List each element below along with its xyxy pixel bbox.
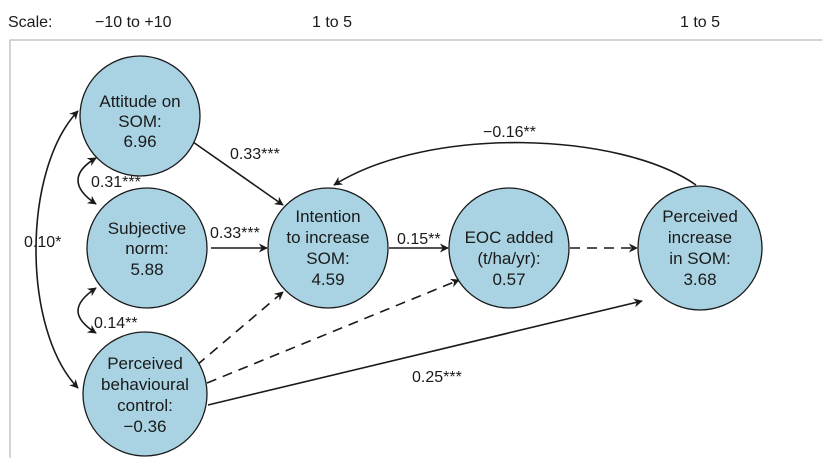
- scale-intention-range: 1 to 5: [312, 14, 352, 31]
- edge-attitude-intention: [192, 141, 284, 206]
- node-attitude-line1: Attitude on: [99, 92, 180, 111]
- edge-attitude-pbc: [35, 110, 79, 389]
- label-intention-eoc: 0.15**: [397, 231, 441, 248]
- node-attitude: Attitude on SOM: 6.96: [79, 55, 201, 177]
- node-pbc: Perceived behavioural control: −0.36: [82, 331, 208, 457]
- node-eoc-line1: EOC added: [465, 228, 554, 247]
- edge-perceived-intention: [333, 141, 697, 186]
- node-attitude-value: 6.96: [123, 132, 156, 151]
- label-perceived-intention: −0.16**: [483, 124, 536, 141]
- label-pbc-perceived: 0.25***: [412, 369, 462, 386]
- label-attitude-norm: 0.31***: [91, 174, 141, 191]
- node-intention-line1: Intention: [295, 207, 360, 226]
- edge-pbc-intention: [196, 291, 284, 366]
- node-pbc-value: −0.36: [123, 417, 166, 436]
- node-eoc: EOC added (t/ha/yr): 0.57: [448, 187, 570, 309]
- node-eoc-line2: (t/ha/yr):: [477, 249, 540, 268]
- node-norm-value: 5.88: [130, 260, 163, 279]
- label-attitude-pbc: 0.10*: [24, 234, 61, 251]
- node-intention: Intention to increase SOM: 4.59: [267, 187, 389, 309]
- node-perceived-line2: increase: [668, 228, 732, 247]
- scale-perceived-range: 1 to 5: [680, 14, 720, 31]
- node-pbc-line3: control:: [117, 396, 173, 415]
- label-norm-intention: 0.33***: [210, 225, 260, 242]
- node-pbc-line1: Perceived: [107, 354, 183, 373]
- node-intention-line3: SOM:: [306, 249, 349, 268]
- scale-label: Scale:: [8, 14, 52, 31]
- node-norm-line2: norm:: [125, 239, 168, 258]
- node-norm-line1: Subjective: [108, 219, 186, 238]
- node-norm: Subjective norm: 5.88: [86, 187, 208, 309]
- node-perceived-line1: Perceived: [662, 207, 738, 226]
- node-intention-line2: to increase: [286, 228, 369, 247]
- label-attitude-intention: 0.33***: [230, 146, 280, 163]
- node-perceived: Perceived increase in SOM: 3.68: [637, 185, 763, 311]
- edge-pbc-perceived: [207, 298, 643, 406]
- node-perceived-value: 3.68: [683, 270, 716, 289]
- node-pbc-line2: behavioural: [101, 375, 189, 394]
- node-intention-value: 4.59: [311, 270, 344, 289]
- scale-attitude-range: −10 to +10: [95, 14, 172, 31]
- node-attitude-line2: SOM:: [118, 112, 161, 131]
- node-perceived-line3: in SOM:: [669, 249, 730, 268]
- node-eoc-value: 0.57: [492, 270, 525, 289]
- edge-pbc-eoc: [206, 278, 460, 384]
- label-norm-pbc: 0.14**: [94, 315, 138, 332]
